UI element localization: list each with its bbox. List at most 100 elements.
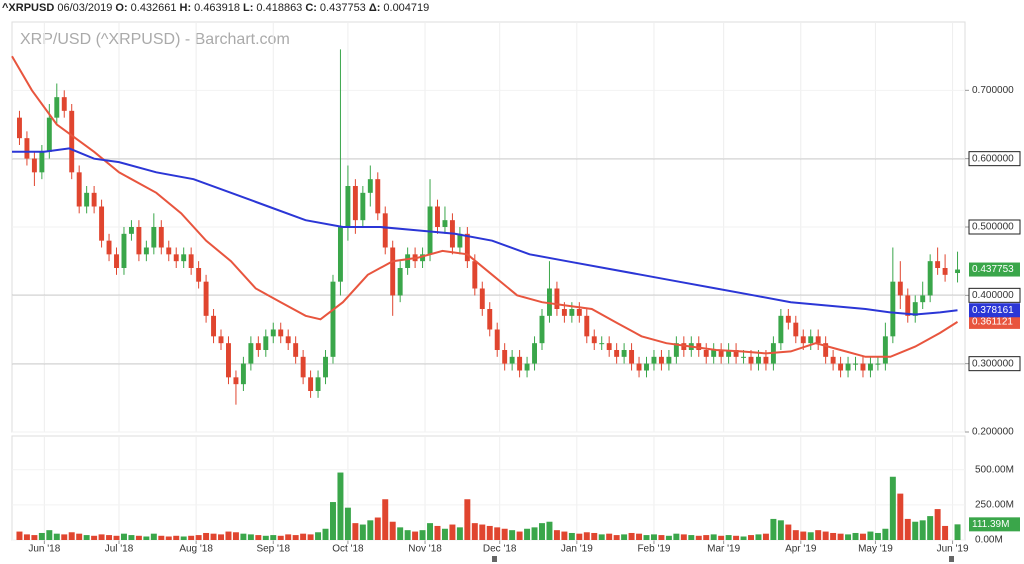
- volume-bar: [38, 532, 45, 540]
- volume-bar: [210, 533, 217, 540]
- volume-bar: [845, 534, 852, 540]
- candle-body: [285, 336, 291, 344]
- volume-bar: [800, 531, 807, 540]
- candle-body: [860, 363, 866, 371]
- candle-body: [226, 343, 231, 378]
- y-tick-label: 500.00M: [975, 464, 1014, 475]
- candle-body: [300, 356, 306, 378]
- volume-bar: [904, 518, 911, 540]
- volume-bar: [531, 527, 538, 540]
- volume-bar: [180, 536, 187, 540]
- header-value: 0.004719: [383, 2, 430, 14]
- candle-body: [935, 261, 941, 268]
- volume-bar: [553, 530, 560, 540]
- volume-bar: [98, 534, 105, 540]
- volume-bar: [456, 527, 463, 540]
- volume-bar: [748, 535, 754, 540]
- volume-bar: [807, 532, 814, 540]
- x-tick-label: Oct '18: [332, 544, 364, 555]
- volume-bar: [76, 533, 83, 540]
- candle-body: [263, 336, 269, 350]
- y-tick-box: [968, 151, 1021, 167]
- volume-bar: [613, 535, 620, 540]
- candle-body: [352, 186, 358, 221]
- header-value: 0.463918: [194, 2, 241, 14]
- volume-bar: [464, 499, 471, 540]
- candle-body: [741, 356, 747, 358]
- candle-body: [696, 343, 702, 350]
- volume-bar: [16, 531, 23, 540]
- volume-bar: [277, 535, 284, 540]
- volume-bar: [173, 535, 180, 540]
- x-tick-label: Jan '19: [561, 544, 593, 555]
- volume-bar: [188, 535, 195, 540]
- volume-bar: [397, 527, 404, 540]
- volume-bar: [61, 534, 68, 540]
- candle-body: [733, 350, 739, 357]
- watermark: XRP/USD (^XRPUSD) - Barchart.com: [20, 31, 290, 48]
- volume-bar: [479, 524, 486, 540]
- candle-body: [532, 343, 537, 364]
- candle-body: [830, 356, 836, 364]
- volume-bar: [777, 520, 784, 540]
- y-tick-label: 0.700000: [972, 85, 1014, 96]
- volume-bar: [591, 532, 598, 540]
- volume-bar: [240, 533, 247, 540]
- last-value-box: [969, 517, 1020, 532]
- volume-bar: [785, 524, 792, 540]
- candle-body: [390, 247, 396, 296]
- candle-body: [599, 343, 605, 345]
- x-tick-label: Jun '19: [937, 544, 969, 555]
- volume-bar: [374, 517, 381, 540]
- volume-bar: [285, 534, 292, 540]
- volume-bar: [792, 530, 799, 540]
- candle-body: [748, 356, 754, 364]
- y-tick-box: [968, 356, 1021, 372]
- volume-bar: [912, 521, 919, 540]
- candle-body: [711, 350, 717, 357]
- candle-body: [912, 302, 918, 316]
- volume-bar: [300, 533, 307, 540]
- x-tick-label: Apr '19: [785, 544, 817, 555]
- candle-body: [106, 240, 112, 255]
- candle-body: [845, 363, 851, 371]
- volume-bar: [255, 535, 262, 540]
- candle-body: [315, 377, 321, 391]
- volume-bar: [83, 535, 90, 540]
- x-tick-label: Mar '19: [707, 544, 740, 555]
- volume-bar: [344, 507, 351, 540]
- candle-body: [823, 343, 829, 357]
- volume-bar: [486, 525, 493, 540]
- volume-bar: [382, 499, 389, 540]
- volume-bar: [352, 523, 359, 540]
- y-tick-label: 0.500000: [972, 222, 1014, 233]
- candle-body: [897, 281, 903, 296]
- volume-bar: [524, 528, 531, 540]
- volume-bar: [934, 509, 941, 540]
- volume-bar: [740, 536, 747, 540]
- volume-bar: [882, 528, 889, 540]
- candle-body: [778, 315, 784, 344]
- candle-body: [815, 336, 821, 344]
- volume-bar: [195, 535, 202, 540]
- candle-body: [576, 309, 582, 316]
- volume-bar: [695, 535, 702, 540]
- header-label: L:: [243, 2, 254, 14]
- volume-bar: [568, 532, 575, 540]
- candle-body: [435, 206, 440, 227]
- candle-body: [614, 350, 620, 357]
- candle-body: [99, 206, 105, 241]
- volume-bar: [703, 535, 710, 540]
- volume-bar: [954, 524, 961, 540]
- volume-bar: [135, 535, 142, 540]
- candle-body: [84, 192, 90, 207]
- volume-panel: [11, 435, 966, 541]
- candle-body: [330, 281, 336, 357]
- candle-body: [927, 261, 933, 296]
- volume-bar: [128, 535, 135, 540]
- candle-body: [584, 315, 590, 337]
- volume-bar: [815, 530, 822, 540]
- volume-bar: [837, 533, 844, 540]
- candle-body: [248, 343, 254, 364]
